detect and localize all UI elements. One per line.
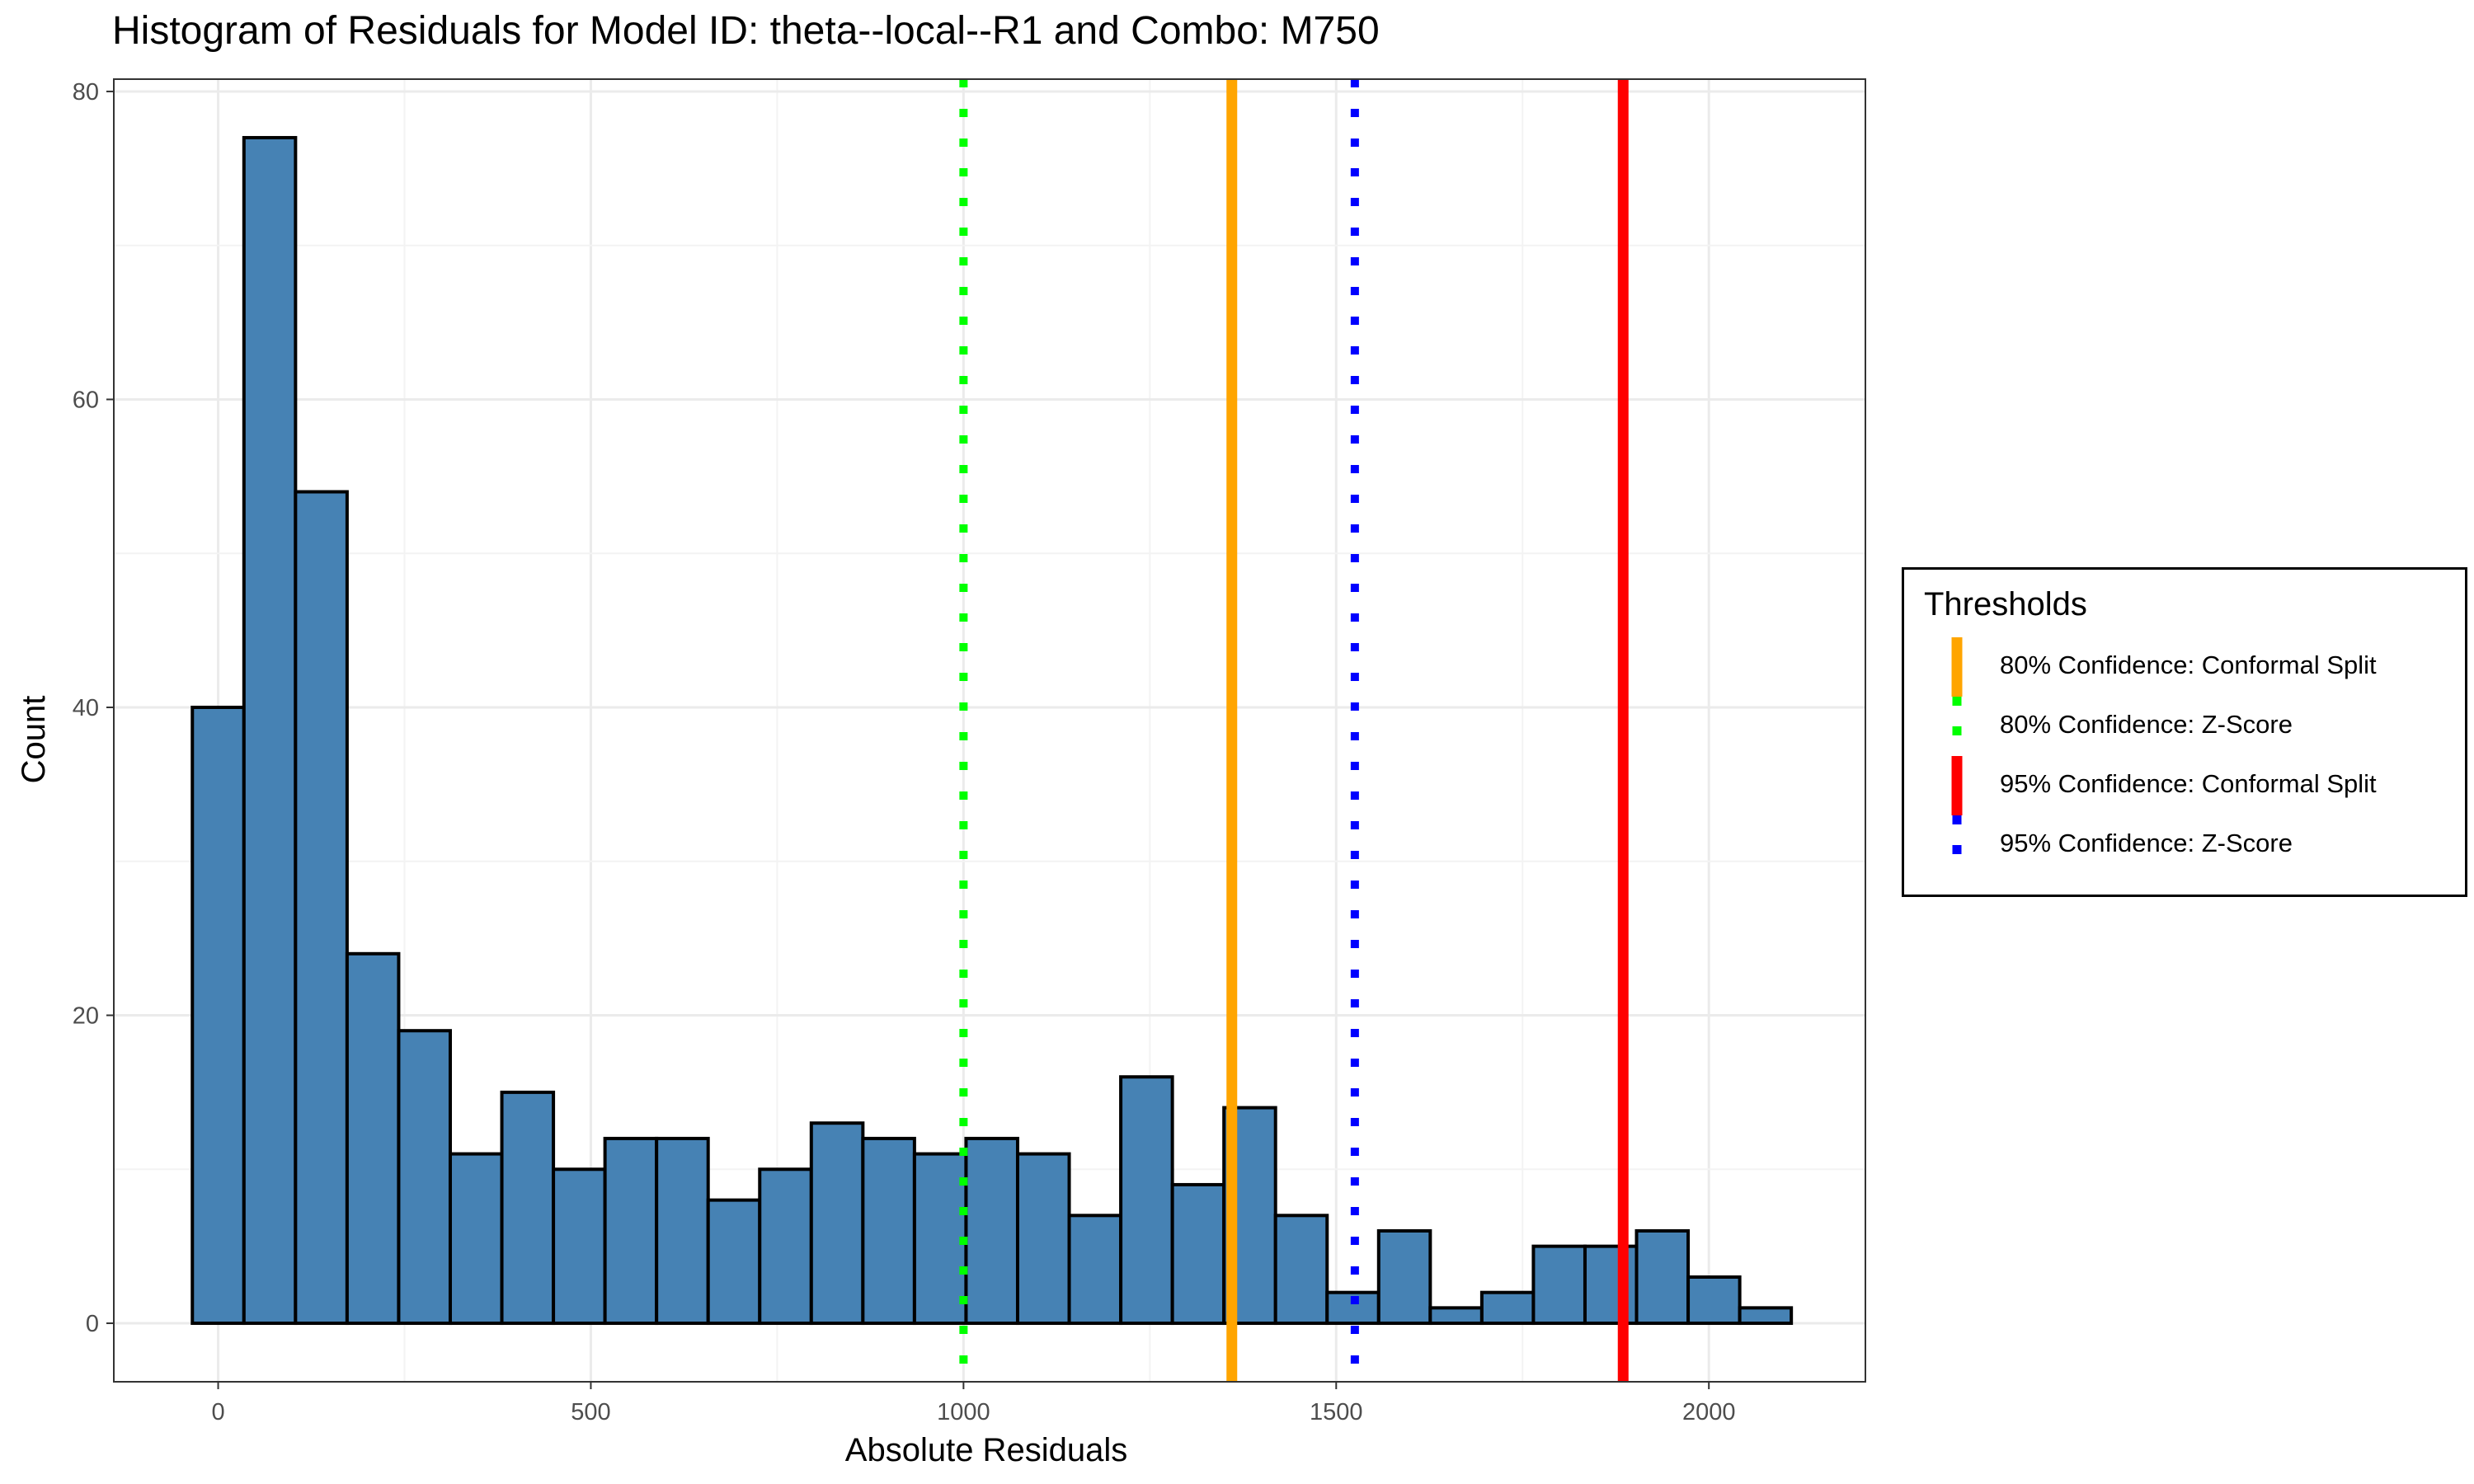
y-tick-label: 40 (73, 695, 99, 721)
legend-key (1949, 697, 1965, 756)
histogram-bar (294, 490, 349, 1326)
legend-item: 80% Confidence: Z-Score (1904, 697, 2465, 756)
histogram-bar (809, 1121, 865, 1326)
histogram-bar (1479, 1290, 1536, 1326)
y-tick-label: 60 (73, 387, 99, 413)
legend-label: 80% Confidence: Z-Score (2000, 710, 2293, 739)
histogram-bar (1015, 1152, 1071, 1326)
legend-key (1949, 756, 1965, 815)
legend-key (1949, 637, 1965, 697)
legend: Thresholds 80% Confidence: Conformal Spl… (1902, 567, 2467, 897)
histogram-bar (1170, 1182, 1226, 1326)
histogram-bar (552, 1167, 607, 1326)
threshold-lines (959, 79, 1629, 1382)
legend-item: 95% Confidence: Z-Score (1904, 815, 2465, 875)
y-tick-label: 0 (86, 1311, 99, 1337)
histogram-bar (1376, 1228, 1432, 1326)
histogram-bar (706, 1198, 762, 1326)
x-tick-label: 2000 (1682, 1399, 1736, 1425)
legend-item: 80% Confidence: Conformal Split (1904, 637, 2465, 697)
x-tick-label: 1000 (937, 1399, 990, 1425)
histogram-bar (242, 135, 298, 1326)
histogram-bar (758, 1167, 813, 1326)
plot-border (113, 78, 1866, 1383)
legend-label: 80% Confidence: Conformal Split (2000, 650, 2377, 679)
legend-label: 95% Confidence: Conformal Split (2000, 769, 2377, 798)
histogram-bar (1583, 1244, 1639, 1326)
histogram-bar (397, 1029, 452, 1326)
legend-key (1949, 815, 1965, 875)
x-tick-label: 1500 (1310, 1399, 1363, 1425)
x-axis-label: Absolute Residuals (845, 1432, 1127, 1468)
histogram-bar (1119, 1075, 1174, 1326)
histogram-bar (1634, 1228, 1691, 1326)
legend-title: Thresholds (1924, 586, 2087, 622)
y-tick-label: 20 (73, 1003, 99, 1030)
histogram-bar (500, 1090, 556, 1326)
legend-label: 95% Confidence: Z-Score (2000, 829, 2293, 857)
axis-ticks: 0 500 1000 1500 2000 0 20 40 60 80 (73, 79, 1736, 1425)
y-tick-label: 80 (73, 79, 99, 106)
y-axis-label: Count (16, 696, 52, 784)
histogram-bar (655, 1136, 710, 1326)
histogram-bar (345, 951, 401, 1326)
histogram-bar (603, 1136, 659, 1326)
x-tick-label: 0 (211, 1399, 224, 1425)
histogram-bar (1273, 1214, 1329, 1326)
histogram-bar (861, 1136, 916, 1326)
histogram-bar (1686, 1275, 1742, 1326)
legend-item: 95% Confidence: Conformal Split (1904, 756, 2465, 815)
x-tick-label: 500 (571, 1399, 610, 1425)
histogram-bar (1428, 1306, 1484, 1326)
histogram-bar (1531, 1244, 1587, 1326)
histogram-bar (912, 1152, 968, 1326)
chart-title: Histogram of Residuals for Model ID: the… (112, 9, 1380, 53)
histogram-bar (448, 1152, 504, 1326)
histogram-bars (190, 135, 1794, 1326)
histogram-bar (964, 1136, 1019, 1326)
histogram-bar (190, 705, 246, 1326)
histogram-bar (1067, 1214, 1123, 1326)
histogram-bar (1738, 1306, 1794, 1326)
